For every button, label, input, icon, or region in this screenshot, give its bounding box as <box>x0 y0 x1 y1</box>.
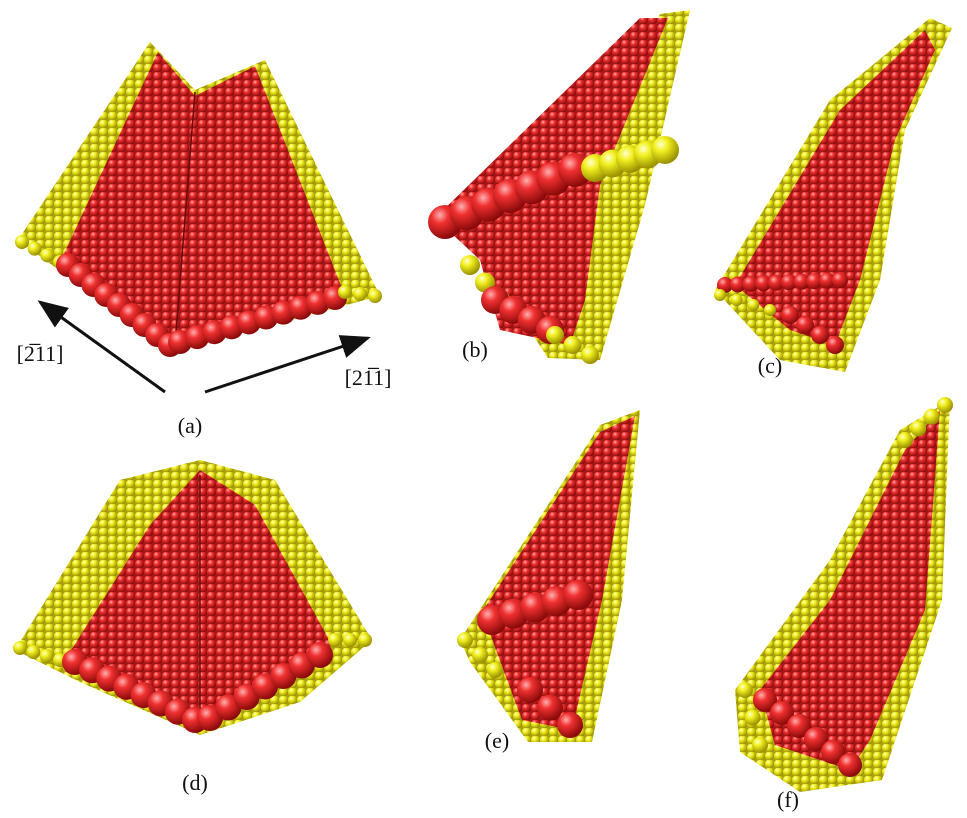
atom <box>546 326 564 344</box>
atom-surface <box>735 30 935 345</box>
atom <box>338 285 352 299</box>
atom <box>13 641 27 655</box>
panel-label: (c) <box>758 353 782 378</box>
atom <box>581 346 599 364</box>
atom <box>557 712 583 738</box>
atom <box>731 294 743 306</box>
atom <box>714 289 726 301</box>
atom <box>764 304 776 316</box>
atom <box>796 316 814 334</box>
atom <box>752 737 768 753</box>
atom <box>487 662 503 678</box>
atom <box>40 649 54 663</box>
atom <box>563 580 593 610</box>
atom <box>517 677 543 703</box>
atom <box>910 420 926 436</box>
atom <box>564 336 582 354</box>
atom <box>838 753 862 777</box>
atom <box>937 397 953 413</box>
panel-label: (b) <box>462 337 488 362</box>
atom <box>40 248 54 262</box>
arrow <box>205 338 368 392</box>
panel-label: (e) <box>485 728 509 753</box>
atom <box>472 647 488 663</box>
atom <box>457 632 473 648</box>
atom <box>307 642 333 668</box>
atom <box>781 306 799 324</box>
panel-label: (f) <box>777 787 799 812</box>
atom <box>328 633 342 647</box>
atom <box>358 633 372 647</box>
direction-label: [21̅1] <box>345 365 392 390</box>
atom <box>15 235 29 249</box>
atom <box>811 326 829 344</box>
figure: [2̅11] [21̅1] (a) (b) (c) (d) (e) (f) <box>0 0 967 818</box>
atom <box>368 289 382 303</box>
atom <box>28 242 42 256</box>
atom <box>460 255 480 275</box>
atom <box>747 299 759 311</box>
atom <box>343 633 357 647</box>
panel-label: (d) <box>182 770 208 795</box>
atom <box>832 272 848 288</box>
atom <box>924 409 940 425</box>
atom <box>353 287 367 301</box>
direction-label: [2̅11] <box>17 341 64 366</box>
atom <box>897 432 913 448</box>
atom <box>826 336 844 354</box>
atom <box>745 710 761 726</box>
atom <box>537 695 563 721</box>
atom <box>737 682 753 698</box>
atom <box>651 136 679 164</box>
renderings <box>13 10 953 792</box>
atom <box>26 645 40 659</box>
panel-label: (a) <box>178 413 202 438</box>
